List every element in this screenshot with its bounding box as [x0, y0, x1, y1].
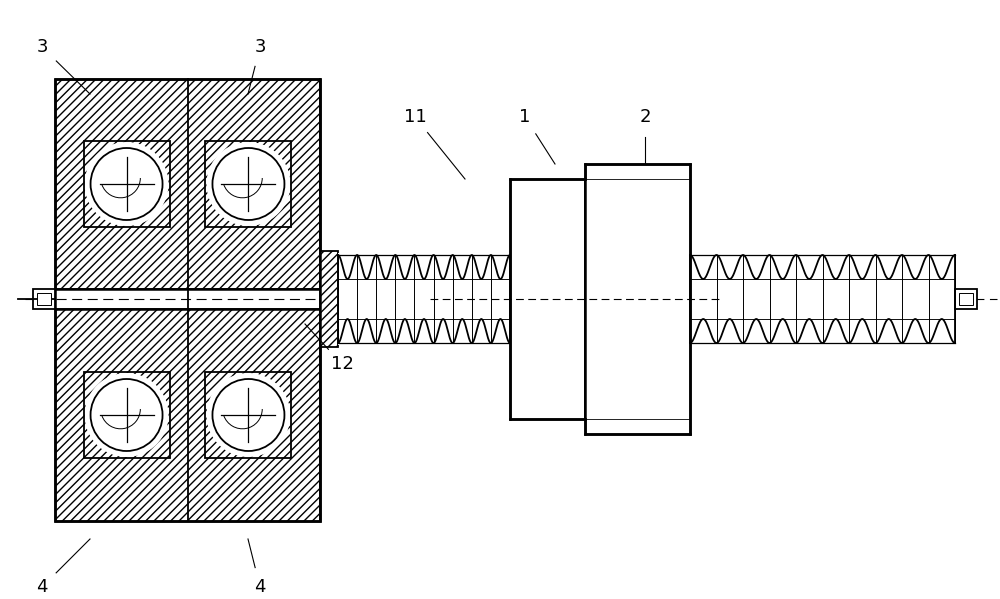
Bar [84, 372, 170, 458]
Text: 12: 12 [331, 355, 353, 373]
Circle shape [212, 148, 284, 220]
Bar [955, 289, 977, 309]
Text: 11: 11 [404, 108, 426, 126]
Bar [55, 309, 320, 521]
Text: 3: 3 [36, 38, 48, 56]
Circle shape [206, 142, 290, 226]
Bar [55, 79, 320, 521]
Text: 1: 1 [519, 108, 531, 126]
Bar [959, 293, 973, 305]
Circle shape [91, 379, 163, 451]
Circle shape [85, 142, 169, 226]
Bar [320, 251, 338, 347]
Text: 4: 4 [36, 578, 48, 596]
Circle shape [212, 379, 284, 451]
Text: 2: 2 [639, 108, 651, 126]
Bar [205, 141, 291, 227]
Circle shape [206, 373, 290, 457]
Bar [320, 251, 338, 347]
Bar [510, 179, 585, 419]
Text: 4: 4 [254, 578, 266, 596]
Bar [55, 79, 320, 289]
Bar [585, 164, 690, 434]
Bar [338, 253, 510, 345]
Bar [205, 372, 291, 458]
Bar [55, 309, 320, 521]
Bar [37, 293, 51, 305]
Bar [84, 141, 170, 227]
Bar [55, 79, 320, 289]
Bar [690, 253, 955, 345]
Bar [33, 289, 55, 309]
Circle shape [91, 148, 163, 220]
Text: 3: 3 [254, 38, 266, 56]
Circle shape [85, 373, 169, 457]
